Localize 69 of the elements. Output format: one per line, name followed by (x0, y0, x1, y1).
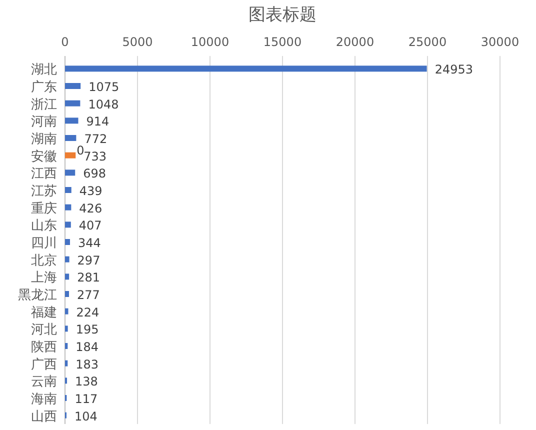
y-tick-label: 北京 (31, 253, 57, 268)
annotation: 0 (76, 143, 84, 158)
y-tick-label: 广东 (31, 80, 57, 95)
data-label: 195 (76, 322, 99, 337)
bar (65, 152, 76, 158)
y-tick-label: 山西 (31, 409, 57, 424)
data-label: 224 (76, 305, 100, 320)
data-label: 183 (76, 357, 99, 372)
data-label: 698 (83, 166, 106, 181)
bar (65, 291, 70, 297)
y-tick-label: 四川 (31, 236, 57, 251)
data-label: 104 (74, 409, 98, 424)
y-tick-label: 上海 (31, 270, 57, 286)
data-label: 277 (77, 288, 100, 302)
bar (65, 66, 427, 72)
x-tick-label: 15000 (263, 35, 302, 49)
data-label: 117 (74, 392, 98, 406)
bar (65, 239, 70, 245)
bar (65, 222, 71, 228)
y-tick-label: 河北 (31, 322, 57, 338)
y-tick-label: 江西 (31, 166, 57, 182)
y-tick-label: 广西 (31, 357, 57, 372)
y-tick-label: 黑龙江 (18, 288, 57, 303)
bar (65, 360, 68, 366)
data-label: 733 (84, 149, 107, 164)
y-tick-label: 海南 (31, 392, 57, 407)
y-tick-label: 浙江 (31, 97, 57, 112)
y-tick-label: 安徽 (31, 148, 57, 164)
x-tick-label: 30000 (480, 35, 520, 49)
y-tick-label: 山东 (31, 218, 57, 234)
data-label: 407 (78, 218, 102, 233)
chart-title: 图表标题 (248, 5, 316, 25)
bar (65, 170, 76, 176)
bar (65, 274, 70, 280)
x-tick-label: 0 (61, 35, 69, 49)
x-tick-label: 25000 (408, 35, 447, 49)
data-label: 914 (86, 114, 110, 129)
y-tick-label: 陕西 (31, 340, 57, 355)
bar (65, 204, 72, 210)
data-label: 426 (79, 201, 102, 216)
bar (65, 83, 81, 89)
bar (65, 187, 72, 193)
data-label: 138 (75, 374, 98, 389)
bar (65, 135, 76, 141)
data-label: 297 (77, 253, 100, 268)
bar (65, 100, 80, 106)
bar (65, 256, 70, 262)
y-tick-label: 福建 (31, 305, 57, 320)
x-tick-label: 5000 (122, 35, 153, 49)
bar (65, 343, 68, 349)
data-label: 281 (77, 270, 100, 285)
x-tick-label: 20000 (336, 35, 374, 49)
y-tick-label: 江苏 (31, 184, 57, 199)
bar (65, 326, 68, 332)
x-tick-label: 10000 (190, 35, 230, 49)
y-tick-label: 河南 (31, 114, 57, 130)
data-label: 1048 (88, 97, 119, 112)
data-label: 772 (84, 132, 108, 146)
bar (65, 118, 78, 124)
data-label: 439 (79, 184, 102, 198)
data-label: 184 (76, 340, 99, 354)
bar (65, 308, 68, 314)
y-tick-label: 重庆 (31, 201, 57, 216)
data-label: 24953 (434, 62, 474, 77)
y-tick-label: 云南 (31, 374, 57, 390)
y-tick-label: 湖北 (31, 62, 57, 78)
data-label: 1075 (88, 80, 120, 94)
data-label: 344 (78, 236, 101, 250)
y-tick-label: 湖南 (31, 132, 57, 147)
